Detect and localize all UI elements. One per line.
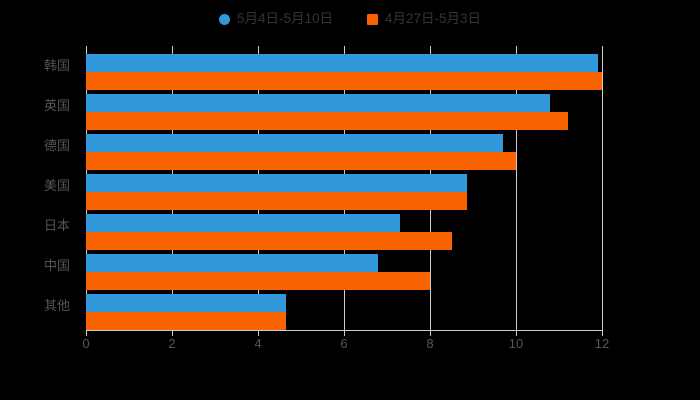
bar-group bbox=[86, 46, 602, 90]
y-axis-labels: 韩国英国德国美国日本中国其他 bbox=[0, 46, 80, 330]
x-tick-12 bbox=[602, 330, 603, 336]
x-axis-label: 0 bbox=[82, 336, 90, 351]
bar-group bbox=[86, 286, 602, 330]
bar[interactable] bbox=[86, 272, 430, 290]
bar[interactable] bbox=[86, 214, 400, 232]
legend-square-marker-icon bbox=[367, 13, 378, 25]
legend-item-series-1[interactable]: 4月27日-5月3日 bbox=[367, 12, 481, 26]
bar-group bbox=[86, 126, 602, 170]
y-axis-label: 美国 bbox=[43, 178, 70, 193]
x-axis-label: 4 bbox=[254, 336, 262, 351]
y-axis-label: 英国 bbox=[43, 98, 70, 113]
gridline-12 bbox=[602, 46, 603, 330]
x-tick-0 bbox=[86, 330, 87, 336]
bar[interactable] bbox=[86, 294, 286, 312]
bar[interactable] bbox=[86, 152, 516, 170]
gridline-10 bbox=[516, 46, 517, 330]
y-axis-label: 中国 bbox=[43, 258, 70, 273]
x-axis-labels: 0 2 4 6 8 10 12 bbox=[82, 336, 609, 356]
x-tick-10 bbox=[516, 330, 517, 336]
x-tick-8 bbox=[430, 330, 431, 336]
legend-label-series-0: 5月4日-5月10日 bbox=[236, 11, 333, 27]
bar-group bbox=[86, 206, 602, 250]
bar[interactable] bbox=[86, 254, 379, 272]
bar-group bbox=[86, 246, 602, 290]
x-axis-label: 2 bbox=[168, 336, 176, 351]
bar-group bbox=[86, 166, 602, 210]
bar[interactable] bbox=[86, 174, 467, 192]
y-axis-label: 韩国 bbox=[43, 58, 70, 73]
bar[interactable] bbox=[86, 72, 602, 90]
y-axis-label: 日本 bbox=[43, 218, 70, 233]
bar[interactable] bbox=[86, 192, 467, 210]
bar[interactable] bbox=[86, 312, 286, 330]
bar[interactable] bbox=[86, 134, 504, 152]
legend-circle-marker-icon bbox=[218, 13, 230, 25]
x-axis-label: 8 bbox=[426, 336, 434, 351]
x-axis-label: 12 bbox=[594, 336, 610, 351]
chart-legend: 5月4日-5月10日 4月27日-5月3日 bbox=[0, 6, 700, 32]
legend-label-series-1: 4月27日-5月3日 bbox=[385, 11, 482, 27]
y-axis-label: 其他 bbox=[43, 298, 70, 313]
x-axis-label: 6 bbox=[340, 336, 348, 351]
bar[interactable] bbox=[86, 232, 452, 250]
plot-area bbox=[86, 46, 603, 336]
y-axis-label: 德国 bbox=[43, 138, 70, 153]
bar[interactable] bbox=[86, 94, 551, 112]
bar[interactable] bbox=[86, 54, 598, 72]
x-tick-2 bbox=[172, 330, 173, 336]
bar-group bbox=[86, 86, 602, 130]
legend-item-series-0[interactable]: 5月4日-5月10日 bbox=[218, 11, 333, 27]
x-tick-6 bbox=[344, 330, 345, 336]
bar[interactable] bbox=[86, 112, 568, 130]
x-tick-4 bbox=[258, 330, 259, 336]
x-axis-label: 10 bbox=[508, 336, 524, 351]
